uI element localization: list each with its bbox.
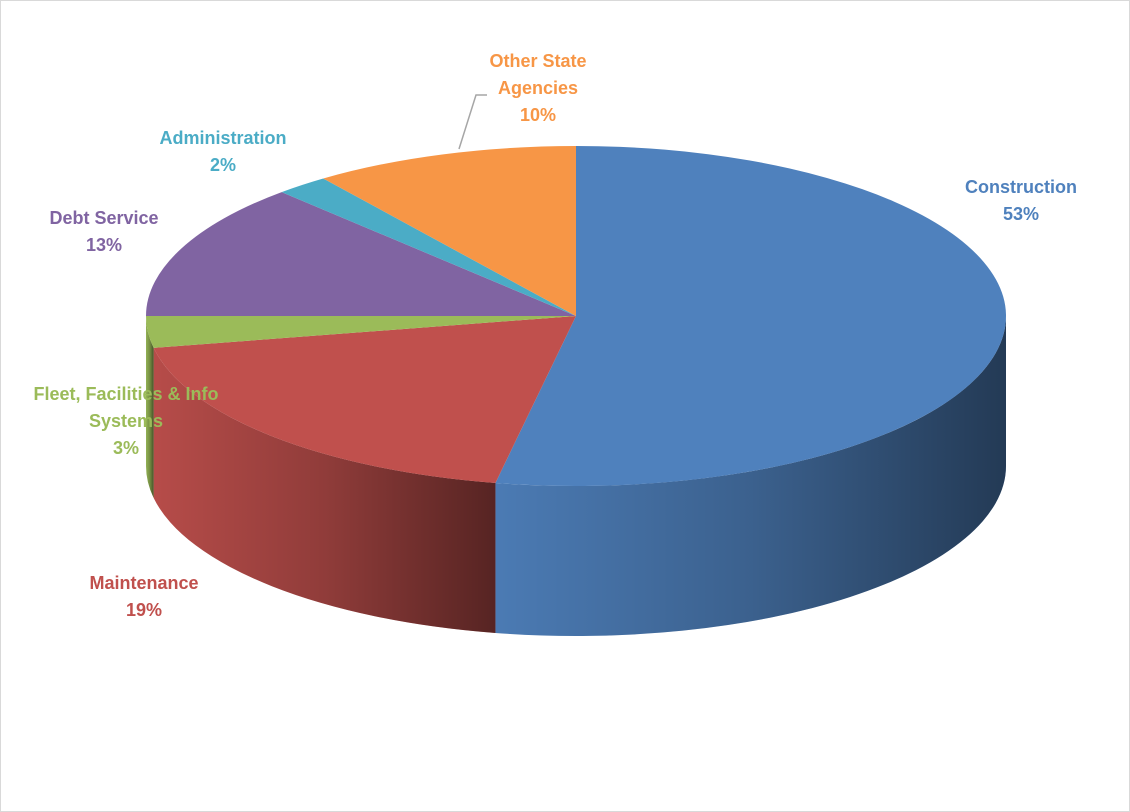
- slice-name: Maintenance: [89, 573, 199, 593]
- slice-name: Administration: [159, 128, 287, 148]
- slice: [146, 192, 576, 316]
- slice-percent: 53%: [1002, 204, 1040, 224]
- slice-name: Construction: [965, 177, 1077, 197]
- slice: [281, 178, 576, 316]
- slice-name: Fleet, Facilities & Info Systems: [33, 384, 219, 431]
- slice-label: Administration 2%: [123, 125, 323, 179]
- slice-percent: 2%: [209, 155, 236, 175]
- slice-label: Debt Service 13%: [4, 205, 204, 259]
- slice-side-shade: [146, 316, 154, 498]
- slice-side-shade: [495, 316, 1006, 636]
- slice-name: Debt Service: [49, 208, 159, 228]
- slice-percent: 3%: [112, 438, 139, 458]
- slice: [153, 316, 576, 483]
- slice-percent: 19%: [125, 600, 163, 620]
- leader-line: [458, 94, 487, 150]
- slice-percent: 10%: [519, 105, 557, 125]
- slice-label: Other State Agencies 10%: [478, 48, 598, 129]
- slice-percent: 13%: [85, 235, 123, 255]
- slice-label: Maintenance 19%: [44, 570, 244, 624]
- slice: [323, 146, 576, 316]
- slice-label: Construction 53%: [921, 174, 1121, 228]
- slice: [146, 316, 576, 348]
- slice: [495, 146, 1007, 486]
- slice-side-shade: [153, 347, 496, 633]
- slice-name: Other State Agencies: [489, 51, 587, 98]
- slice-label: Fleet, Facilities & Info Systems 3%: [31, 381, 221, 462]
